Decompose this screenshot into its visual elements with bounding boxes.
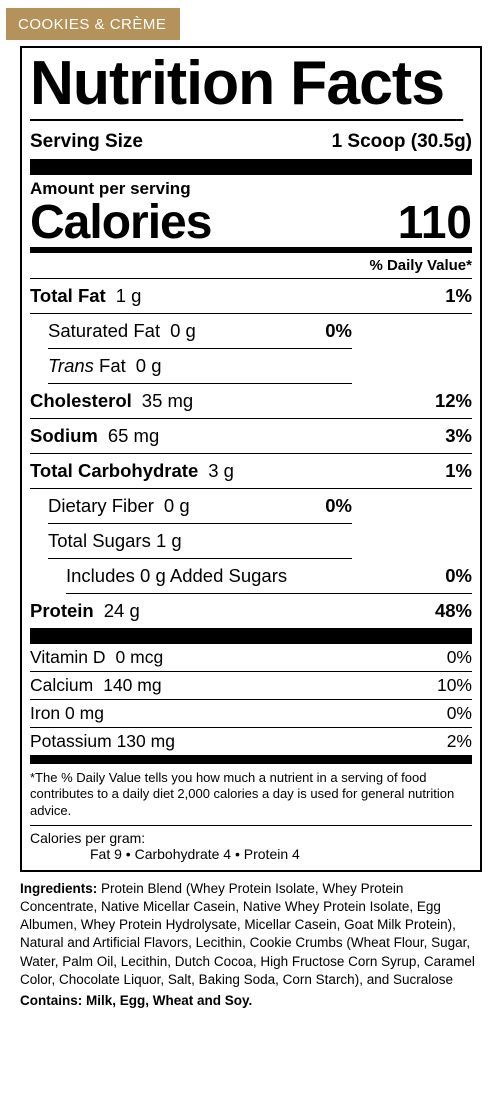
added-sugars-dv: 0% — [445, 565, 472, 587]
iron-dv: 0% — [447, 703, 472, 724]
total-fat-dv: 1% — [445, 285, 472, 307]
row-protein: Protein 24 g 48% — [30, 594, 472, 628]
row-total-sugars: Total Sugars 1 g — [48, 524, 352, 559]
serving-size-value: 1 Scoop (30.5g) — [332, 131, 472, 153]
sat-fat-dv: 0% — [325, 320, 352, 342]
divider-med — [30, 756, 472, 764]
cholesterol-amount: 35 mg — [142, 390, 193, 411]
sat-fat-amount: 0 g — [170, 320, 196, 341]
row-potassium: Potassium 130 mg 2% — [30, 728, 472, 756]
divider-thick-2 — [30, 628, 472, 644]
row-sodium: Sodium 65 mg 3% — [30, 419, 472, 454]
vitd-label: Vitamin D — [30, 647, 106, 667]
calories-value: 110 — [398, 199, 472, 245]
total-carb-dv: 1% — [445, 460, 472, 482]
protein-label: Protein — [30, 600, 94, 621]
trans-fat-pre: Trans — [48, 355, 94, 376]
calories-per-gram: Calories per gram: Fat 9 • Carbohydrate … — [30, 826, 472, 864]
row-vitamin-d: Vitamin D 0 mcg 0% — [30, 644, 472, 672]
fiber-amount: 0 g — [164, 495, 190, 516]
contains-text: Milk, Egg, Wheat and Soy. — [86, 993, 252, 1008]
serving-size-row: Serving Size 1 Scoop (30.5g) — [30, 121, 472, 159]
ingredients-label: Ingredients: — [20, 881, 101, 896]
cholesterol-dv: 12% — [435, 390, 472, 412]
serving-size-label: Serving Size — [30, 131, 143, 153]
divider-thick — [30, 159, 472, 175]
contains-label: Contains: — [20, 993, 86, 1008]
vitd-dv: 0% — [447, 647, 472, 668]
total-sugars-amount: 1 g — [156, 530, 182, 551]
cpg-label: Calories per gram: — [30, 830, 472, 846]
iron-amount: 0 mg — [65, 703, 104, 723]
sodium-amount: 65 mg — [108, 425, 159, 446]
row-calcium: Calcium 140 mg 10% — [30, 672, 472, 700]
calcium-dv: 10% — [437, 675, 472, 696]
calories-label: Calories — [30, 199, 211, 247]
row-sat-fat: Saturated Fat 0 g 0% — [48, 314, 352, 349]
row-total-carb: Total Carbohydrate 3 g 1% — [30, 454, 472, 489]
ingredients-text: Protein Blend (Whey Protein Isolate, Whe… — [20, 881, 475, 987]
protein-amount: 24 g — [104, 600, 140, 621]
fiber-dv: 0% — [325, 495, 352, 517]
sat-fat-label: Saturated Fat — [48, 320, 160, 341]
dv-header: % Daily Value* — [30, 253, 472, 279]
dv-footnote: *The % Daily Value tells you how much a … — [30, 764, 472, 826]
trans-fat-post: Fat — [94, 355, 126, 376]
cpg-values: Fat 9 • Carbohydrate 4 • Protein 4 — [30, 846, 472, 862]
cholesterol-label: Cholesterol — [30, 390, 132, 411]
row-fiber: Dietary Fiber 0 g 0% — [48, 489, 352, 524]
row-trans-fat: Trans Fat 0 g — [48, 349, 352, 384]
potassium-label: Potassium — [30, 731, 112, 751]
flavor-tag: COOKIES & CRÈME — [6, 8, 180, 40]
protein-dv: 48% — [435, 600, 472, 622]
ingredients: Ingredients: Protein Blend (Whey Protein… — [20, 880, 482, 989]
total-carb-label: Total Carbohydrate — [30, 460, 198, 481]
row-added-sugars: Includes 0 g Added Sugars 0% — [66, 559, 472, 594]
row-total-fat: Total Fat 1 g 1% — [30, 279, 472, 314]
nutrition-panel: Nutrition Facts Serving Size 1 Scoop (30… — [20, 46, 482, 872]
total-sugars-label: Total Sugars — [48, 530, 151, 551]
panel-title: Nutrition Facts — [30, 48, 463, 121]
fiber-label: Dietary Fiber — [48, 495, 154, 516]
total-fat-amount: 1 g — [116, 285, 142, 306]
total-carb-amount: 3 g — [208, 460, 234, 481]
potassium-amount: 130 mg — [117, 731, 175, 751]
calories-row: Calories 110 — [30, 199, 472, 253]
vitd-amount: 0 mcg — [116, 647, 164, 667]
contains: Contains: Milk, Egg, Wheat and Soy. — [20, 993, 482, 1008]
calcium-amount: 140 mg — [103, 675, 161, 695]
added-sugars-text: Includes 0 g Added Sugars — [66, 565, 287, 587]
iron-label: Iron — [30, 703, 60, 723]
trans-fat-amount: 0 g — [136, 355, 162, 376]
row-iron: Iron 0 mg 0% — [30, 700, 472, 728]
row-cholesterol: Cholesterol 35 mg 12% — [30, 384, 472, 419]
potassium-dv: 2% — [447, 731, 472, 752]
total-fat-label: Total Fat — [30, 285, 106, 306]
sodium-dv: 3% — [445, 425, 472, 447]
calcium-label: Calcium — [30, 675, 93, 695]
sodium-label: Sodium — [30, 425, 98, 446]
